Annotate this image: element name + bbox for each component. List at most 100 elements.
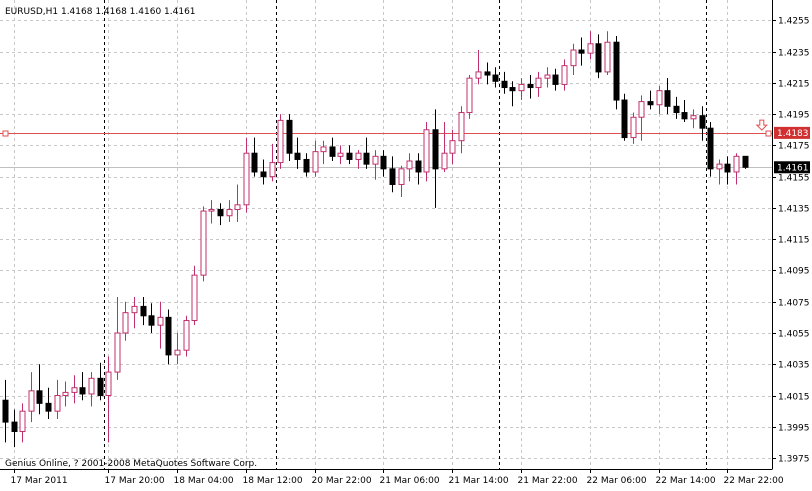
candle-body — [423, 129, 430, 173]
x-tick-label: 17 Mar 20:00 — [105, 476, 165, 486]
candle-body — [79, 387, 86, 395]
candle-body — [54, 395, 61, 412]
bid-price-label-bg — [774, 161, 810, 174]
candle-body — [105, 371, 112, 397]
candle-body — [518, 83, 525, 92]
candle-body — [208, 208, 215, 212]
down-arrow-icon — [755, 119, 769, 131]
candle-body — [389, 168, 396, 185]
candle-body — [36, 390, 43, 404]
x-tick-label: 22 Mar 22:00 — [724, 476, 784, 486]
x-tick-label: 21 Mar 06:00 — [380, 476, 440, 486]
candle-body — [243, 152, 250, 206]
candle-body — [62, 391, 69, 397]
candle-body — [724, 163, 731, 173]
candle-body — [441, 152, 448, 170]
candle-body — [509, 87, 516, 92]
candle-body — [484, 71, 491, 76]
candle-body — [88, 377, 95, 395]
candle-body — [363, 152, 370, 165]
candle-body — [707, 127, 714, 170]
candle-body — [337, 152, 344, 157]
candle-body — [681, 112, 688, 120]
y-tick-label: 1.4055 — [778, 330, 810, 340]
candle-body — [294, 152, 301, 160]
candle-body — [2, 399, 9, 423]
y-tick-label: 1.4035 — [778, 361, 810, 371]
x-tick-label: 18 Mar 04:00 — [174, 476, 234, 486]
candle-body — [286, 119, 293, 154]
candle-body — [157, 316, 164, 326]
candle-body — [355, 152, 362, 160]
candle-body — [217, 208, 224, 217]
candle-body — [97, 377, 104, 397]
candle-body — [122, 312, 129, 334]
y-tick-label: 1.4195 — [778, 111, 810, 121]
candle-body — [716, 163, 723, 170]
x-tick-label: 18 Mar 12:00 — [243, 476, 303, 486]
candle-body — [251, 152, 258, 173]
candle-body — [613, 41, 620, 101]
candle-body — [699, 115, 706, 129]
candle-body — [501, 80, 508, 89]
candle-body — [449, 140, 456, 154]
candle-body — [458, 112, 465, 142]
y-tick-label: 1.4155 — [778, 174, 810, 184]
candle-body — [466, 77, 473, 114]
bid-price-label: 1.4161 — [777, 163, 809, 173]
candle-body — [372, 155, 379, 165]
x-tick-label: 17 Mar 2011 — [11, 476, 68, 486]
candle-body — [544, 74, 551, 79]
candle-body — [535, 77, 542, 89]
day-separators — [104, 0, 707, 469]
candle-body — [527, 83, 534, 89]
candle-body — [71, 387, 78, 393]
candle-body — [183, 319, 190, 351]
candle-body — [28, 390, 35, 412]
y-tick-label: 1.4015 — [778, 393, 810, 403]
candle-body — [733, 155, 740, 173]
candle-body — [638, 101, 645, 118]
y-tick-label: 1.4095 — [778, 267, 810, 277]
candle-body — [432, 129, 439, 170]
candle-body — [570, 49, 577, 67]
candle-body — [415, 160, 422, 173]
candle-body — [587, 43, 594, 54]
y-tick-label: 1.3995 — [778, 424, 810, 434]
x-tick-label: 22 Mar 14:00 — [656, 476, 716, 486]
level-price-label: 1.4183 — [777, 129, 809, 139]
candle-body — [174, 349, 181, 356]
y-tick-label: 1.4255 — [778, 17, 810, 27]
level-handle-right[interactable] — [765, 130, 772, 137]
candle-body — [234, 204, 241, 210]
candle-body — [742, 155, 749, 168]
y-tick-label: 1.4215 — [778, 80, 810, 90]
y-tick-label: 1.3975 — [778, 455, 810, 465]
x-tick-label: 21 Mar 14:00 — [449, 476, 509, 486]
candle-body — [630, 116, 637, 139]
candle-body — [552, 74, 559, 85]
candle-body — [312, 151, 319, 173]
y-tick-label: 1.4175 — [778, 142, 810, 152]
chart-title: EURUSD,H1 1.4168 1.4168 1.4160 1.4161 — [5, 7, 196, 17]
copyright-text: Genius Online, ? 2001-2008 MetaQuotes So… — [5, 459, 257, 469]
candle-body — [191, 274, 198, 321]
candle-body — [604, 41, 611, 73]
candles — [2, 31, 749, 448]
candle-body — [595, 43, 602, 73]
y-tick-label: 1.4075 — [778, 299, 810, 309]
candle-body — [277, 119, 284, 164]
candle-body — [346, 152, 353, 160]
level-handle-left[interactable] — [2, 130, 9, 137]
candle-body — [114, 332, 121, 373]
level-price-label-bg — [774, 126, 810, 139]
candle-body — [165, 316, 172, 356]
x-tick-label: 21 Mar 22:00 — [518, 476, 578, 486]
candle-body — [200, 210, 207, 276]
candle-body — [19, 410, 26, 432]
candle-body — [656, 90, 663, 106]
